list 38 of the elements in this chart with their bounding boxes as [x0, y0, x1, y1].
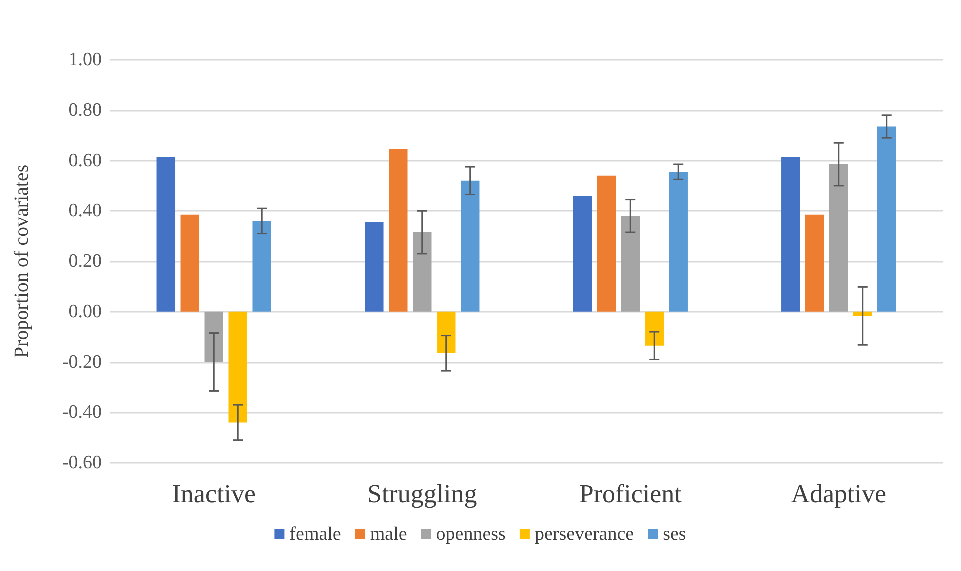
legend-label: ses: [663, 524, 686, 545]
y-tick-label: 0.40: [68, 200, 102, 222]
x-tick-label: Inactive: [172, 480, 256, 508]
bar: [621, 216, 640, 312]
bar: [252, 221, 272, 312]
bar: [573, 196, 592, 312]
bar: [782, 156, 800, 312]
bar: [436, 312, 456, 354]
legend-label: openness: [436, 524, 506, 545]
bar: [597, 176, 616, 312]
legend-label: male: [370, 524, 408, 545]
y-tick-label: 0.60: [68, 150, 102, 172]
y-tick-label: 0.80: [68, 100, 102, 121]
x-tick-label: Adaptive: [791, 480, 887, 508]
bar: [156, 156, 176, 312]
bar: [669, 172, 688, 312]
bar: [389, 149, 408, 312]
x-tick-label: Struggling: [367, 480, 478, 508]
y-tick-label: -0.20: [62, 352, 102, 373]
y-tick-label: 0.00: [68, 301, 102, 322]
bar: [460, 180, 480, 312]
y-tick-label: 1.00: [68, 50, 102, 70]
y-axis-title: Proportion of covariates: [11, 164, 33, 358]
bar: [645, 312, 664, 346]
x-tick-label: Proficient: [579, 480, 683, 508]
bar: [365, 222, 384, 312]
y-tick-label: -0.60: [62, 452, 102, 474]
y-tick-label: -0.40: [62, 402, 102, 424]
bar: [413, 232, 432, 312]
legend-label: perseverance: [534, 524, 634, 545]
y-tick-label: 0.20: [68, 251, 102, 272]
bar: [806, 214, 824, 312]
bar: [204, 312, 224, 362]
bar: [228, 312, 248, 423]
bar: [877, 126, 896, 312]
legend-label: female: [290, 524, 342, 545]
bar: [180, 214, 200, 312]
bar: [830, 164, 848, 312]
